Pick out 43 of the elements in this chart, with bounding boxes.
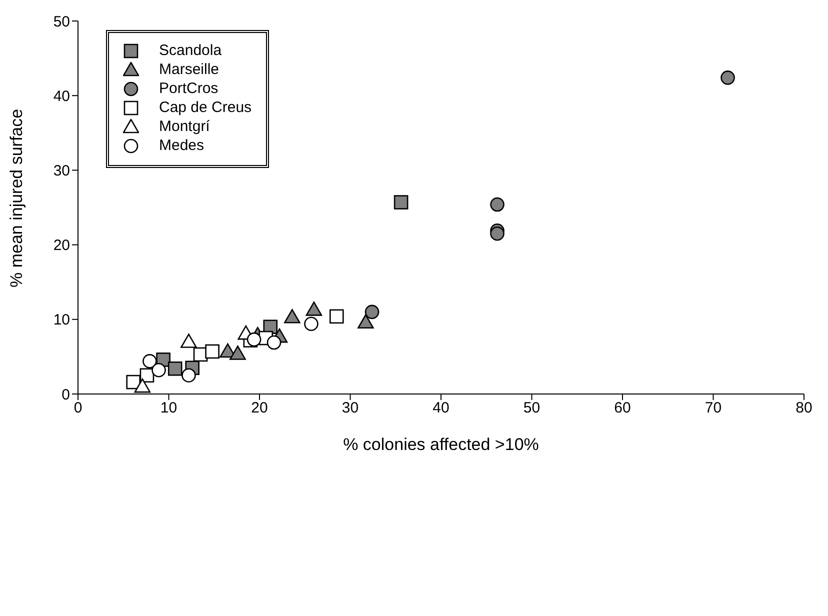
point	[358, 314, 374, 329]
point	[180, 334, 197, 348]
y-tick-label: 50	[53, 13, 70, 30]
y-tick-label: 40	[53, 88, 70, 105]
point	[168, 361, 182, 376]
y-tick-label: 30	[53, 162, 70, 180]
point	[152, 362, 166, 378]
x-tick-label: 80	[796, 400, 812, 417]
legend-label: PortCros	[159, 80, 218, 97]
point	[306, 302, 322, 316]
point	[205, 344, 220, 359]
legend-label: Marseille	[159, 61, 220, 78]
y-tick-label: 20	[53, 237, 70, 254]
point	[490, 226, 504, 241]
point	[126, 374, 141, 390]
legend-label: Cap de Creus	[159, 99, 252, 116]
x-tick-label: 20	[251, 400, 268, 417]
x-tick-label: 60	[614, 400, 631, 417]
point	[490, 197, 504, 212]
point	[134, 378, 151, 393]
x-tick-label: 50	[523, 400, 540, 417]
y-axis-title: % mean injured surface	[7, 108, 26, 288]
legend-label: Montgrí	[159, 118, 210, 135]
point	[304, 316, 318, 332]
legend-label: Medes	[159, 137, 204, 154]
point	[284, 309, 300, 324]
point	[720, 70, 735, 85]
point	[230, 346, 246, 360]
y-tick-label: 10	[53, 312, 70, 329]
point	[266, 335, 282, 350]
x-axis-title: % colonies affected >10%	[343, 435, 539, 454]
x-tick-label: 30	[342, 400, 359, 417]
x-tick-label: 10	[160, 400, 178, 417]
x-tick-label: 0	[74, 400, 82, 417]
x-tick-label: 70	[704, 400, 722, 417]
x-tick-label: 40	[432, 400, 450, 417]
point	[364, 304, 380, 320]
y-tick-label: 0	[62, 386, 70, 404]
point	[329, 309, 344, 324]
legend-label: Scandola	[159, 42, 222, 59]
point	[182, 368, 196, 382]
point	[394, 195, 408, 210]
point	[246, 332, 262, 347]
